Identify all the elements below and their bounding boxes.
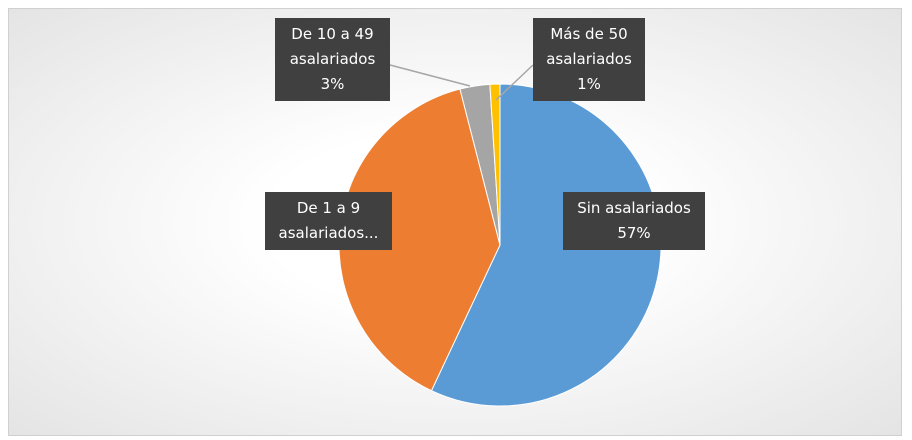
- data-label: De 10 a 49 asalariados 3%: [275, 18, 390, 101]
- category-label: De 1 a 9 asalariados...: [278, 199, 379, 242]
- value-label: 3%: [320, 75, 345, 93]
- category-label: Más de 50 asalariados: [546, 25, 632, 68]
- data-label: Sin asalariados 57%: [563, 192, 705, 250]
- pie-slice: [430, 83, 662, 407]
- category-label: Sin asalariados: [577, 199, 691, 217]
- value-label: 1%: [577, 75, 601, 93]
- category-label: De 10 a 49 asalariados: [289, 25, 376, 68]
- data-label: Más de 50 asalariados 1%: [533, 18, 645, 101]
- pie-slice: [489, 83, 501, 246]
- leader-line: [495, 64, 534, 101]
- data-label: De 1 a 9 asalariados...: [265, 192, 392, 250]
- value-label: 57%: [617, 224, 651, 242]
- leader-line: [389, 64, 471, 87]
